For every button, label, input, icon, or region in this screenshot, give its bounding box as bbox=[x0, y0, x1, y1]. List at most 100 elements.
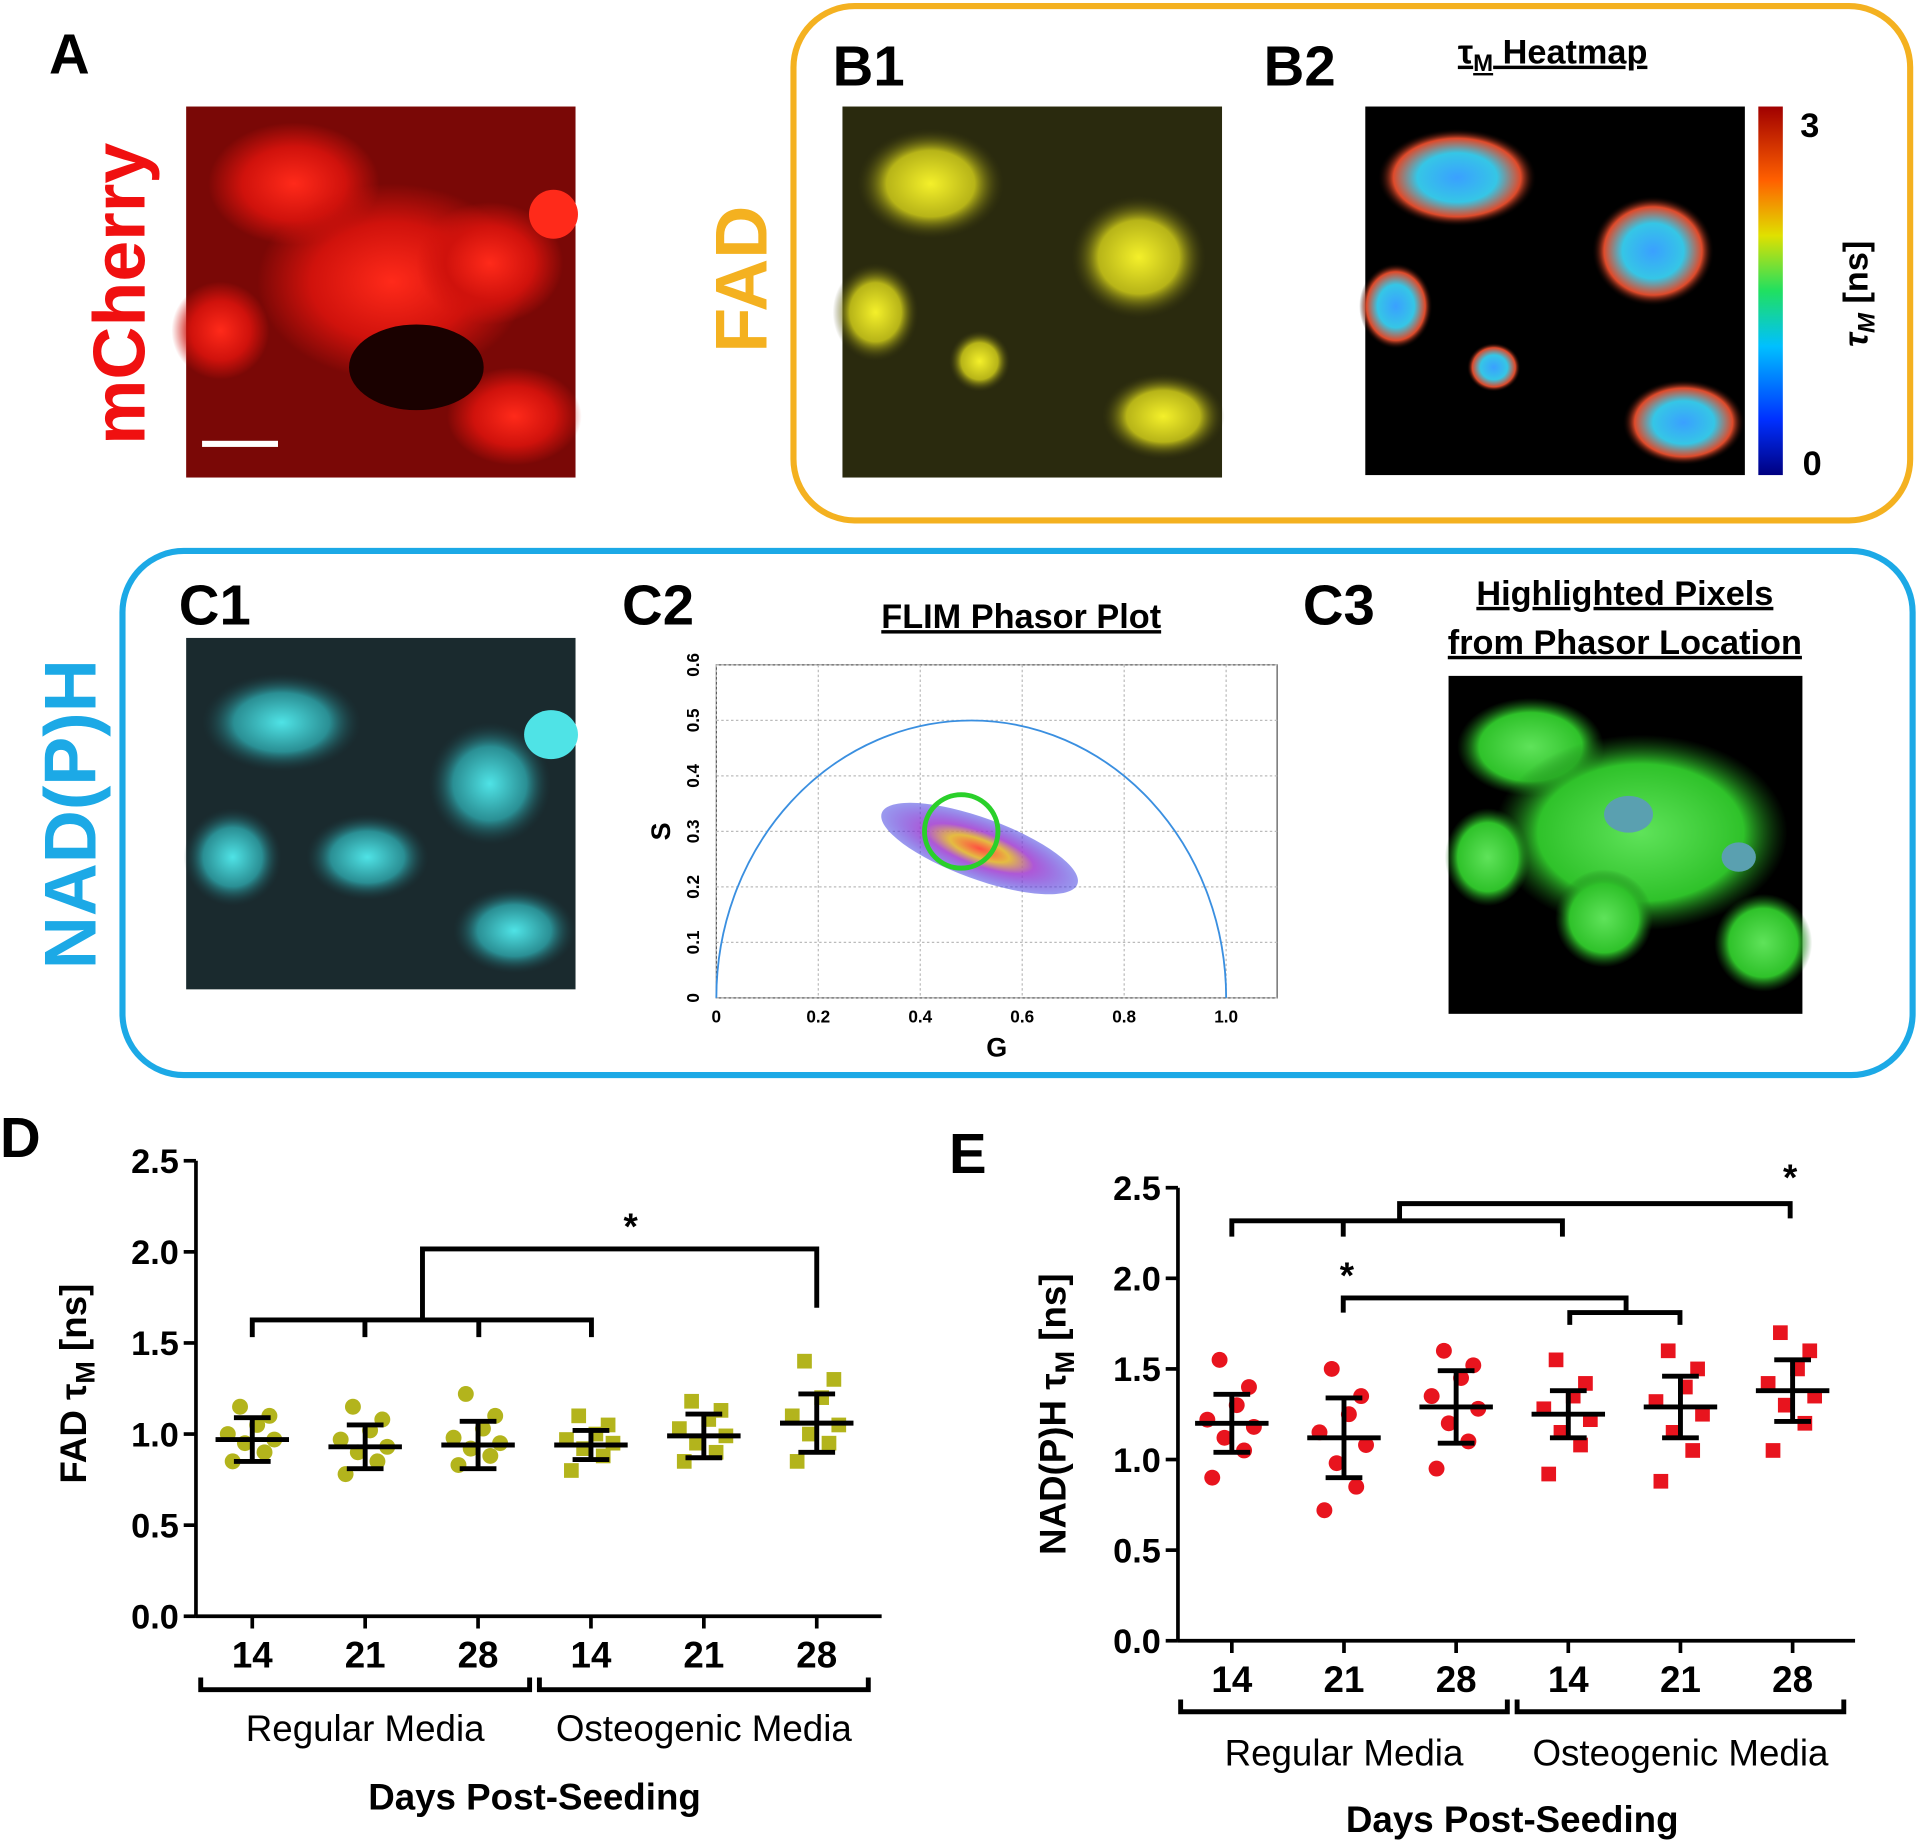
x-tick-label: 14 bbox=[232, 1635, 273, 1676]
data-point bbox=[802, 1426, 817, 1442]
data-point bbox=[1211, 1351, 1228, 1368]
data-point bbox=[1204, 1469, 1221, 1486]
y-tick-label: 0.3 bbox=[683, 819, 703, 843]
data-point bbox=[369, 1453, 386, 1470]
label-part: M bbox=[1854, 312, 1881, 333]
data-point bbox=[1802, 1343, 1818, 1359]
highlight-image bbox=[1444, 675, 1813, 1014]
panel-letter: C3 bbox=[1303, 573, 1375, 636]
label-part: τ bbox=[1837, 331, 1875, 347]
x-axis-label: Days Post-Seeding bbox=[368, 1777, 701, 1818]
group-label: Osteogenic Media bbox=[556, 1708, 853, 1749]
nadh-frame bbox=[119, 547, 1916, 1079]
data-point bbox=[1660, 1343, 1676, 1359]
data-point bbox=[1695, 1406, 1710, 1422]
x-tick-label: 28 bbox=[1772, 1659, 1813, 1700]
group-label: Regular Media bbox=[1225, 1733, 1464, 1774]
c3-title: Highlighted Pixels from Phasor Location bbox=[1448, 575, 1802, 662]
x-tick-label: 28 bbox=[458, 1635, 499, 1676]
colorbar-label: τM [ns] bbox=[1837, 241, 1880, 347]
heatmap-title: τM Heatmap bbox=[1458, 34, 1648, 77]
y-tick-label: 2.0 bbox=[1113, 1261, 1161, 1299]
data-point bbox=[1328, 1455, 1345, 1472]
data-point bbox=[1573, 1437, 1588, 1453]
significance: * bbox=[623, 1206, 638, 1247]
data-point bbox=[826, 1372, 842, 1387]
data-point bbox=[1548, 1352, 1564, 1368]
y-axis-label: FAD τM [ns] bbox=[53, 1284, 101, 1484]
y-tick-label: 2.0 bbox=[131, 1234, 179, 1272]
nadh-image bbox=[183, 637, 578, 990]
x-tick-label: 0.2 bbox=[806, 1006, 830, 1026]
chart-title: FLIM Phasor Plot bbox=[881, 598, 1161, 636]
data-point bbox=[457, 1386, 474, 1402]
x-tick-label: 1.0 bbox=[1214, 1006, 1238, 1026]
significance: * bbox=[1783, 1157, 1798, 1198]
title-line: Highlighted Pixels bbox=[1476, 575, 1773, 613]
title-line: from Phasor Location bbox=[1448, 624, 1802, 662]
label-part: FAD τ bbox=[53, 1384, 94, 1484]
data-point bbox=[1316, 1502, 1333, 1519]
title-part: Heatmap bbox=[1493, 34, 1647, 72]
y-tick-label: 1.5 bbox=[131, 1325, 179, 1363]
group-bracket bbox=[198, 1677, 533, 1693]
y-tick-label: 0.5 bbox=[1113, 1532, 1161, 1570]
data-point bbox=[1358, 1437, 1374, 1453]
data-point bbox=[1435, 1342, 1452, 1359]
y-tick-label: 0 bbox=[683, 993, 703, 1003]
channel-label: mCherry bbox=[78, 143, 161, 445]
label-part: [ns] bbox=[1837, 241, 1875, 313]
x-axis-label: Days Post-Seeding bbox=[1346, 1799, 1679, 1840]
group-bracket bbox=[1178, 1699, 1510, 1715]
data-point bbox=[1323, 1360, 1340, 1377]
x-tick-label: 28 bbox=[796, 1635, 837, 1676]
data-point bbox=[1428, 1460, 1445, 1477]
group-label: Osteogenic Media bbox=[1532, 1733, 1829, 1774]
label-part: M bbox=[70, 1361, 100, 1383]
data-point bbox=[1760, 1376, 1776, 1391]
y-tick-label: 1.0 bbox=[131, 1416, 179, 1454]
panel-letter: C1 bbox=[179, 573, 251, 636]
panel-letter: E bbox=[949, 1122, 987, 1185]
phasor-cloud bbox=[881, 792, 1078, 895]
significance-brackets bbox=[249, 1201, 1793, 1338]
y-tick-label: 0.1 bbox=[683, 930, 703, 954]
data-point bbox=[232, 1398, 248, 1415]
x-tick-label: 0.6 bbox=[1010, 1006, 1034, 1026]
data-point bbox=[1216, 1429, 1233, 1446]
data-point bbox=[571, 1408, 587, 1424]
label-part: [ns] bbox=[1032, 1273, 1073, 1351]
data-point bbox=[1541, 1466, 1557, 1482]
mcherry-image bbox=[171, 106, 582, 478]
y-tick-label: 0.2 bbox=[683, 875, 703, 899]
data-point bbox=[224, 1453, 241, 1470]
y-tick-label: 0.6 bbox=[683, 653, 703, 677]
data-point bbox=[1440, 1415, 1457, 1432]
data-point bbox=[784, 1408, 800, 1424]
y-tick-label: 1.0 bbox=[1113, 1442, 1161, 1480]
data-point bbox=[1773, 1325, 1788, 1341]
data-point bbox=[1423, 1388, 1440, 1405]
x-axis-label: G bbox=[986, 1033, 1007, 1063]
x-tick-label: 21 bbox=[1660, 1659, 1701, 1700]
data-point bbox=[1578, 1376, 1593, 1391]
data-point bbox=[1653, 1473, 1669, 1489]
x-tick-label: 0.4 bbox=[908, 1006, 932, 1026]
x-tick-label: 0.8 bbox=[1112, 1006, 1136, 1026]
data-point bbox=[684, 1393, 699, 1409]
panel-letter: C2 bbox=[622, 573, 694, 636]
data-point bbox=[564, 1463, 579, 1478]
y-tick-label: 2.5 bbox=[1113, 1170, 1161, 1208]
x-tick-label: 14 bbox=[1211, 1659, 1252, 1700]
data-point bbox=[797, 1353, 812, 1369]
fad-image bbox=[832, 106, 1225, 478]
y-tick-label: 0.0 bbox=[1113, 1623, 1161, 1661]
data-point bbox=[1777, 1397, 1793, 1413]
data-point bbox=[1241, 1379, 1257, 1395]
data-point bbox=[789, 1454, 805, 1469]
x-tick-label: 21 bbox=[1324, 1659, 1365, 1700]
y-tick-label: 0.5 bbox=[131, 1507, 179, 1545]
x-tick-label: 28 bbox=[1436, 1659, 1477, 1700]
group-label: Regular Media bbox=[246, 1708, 485, 1749]
